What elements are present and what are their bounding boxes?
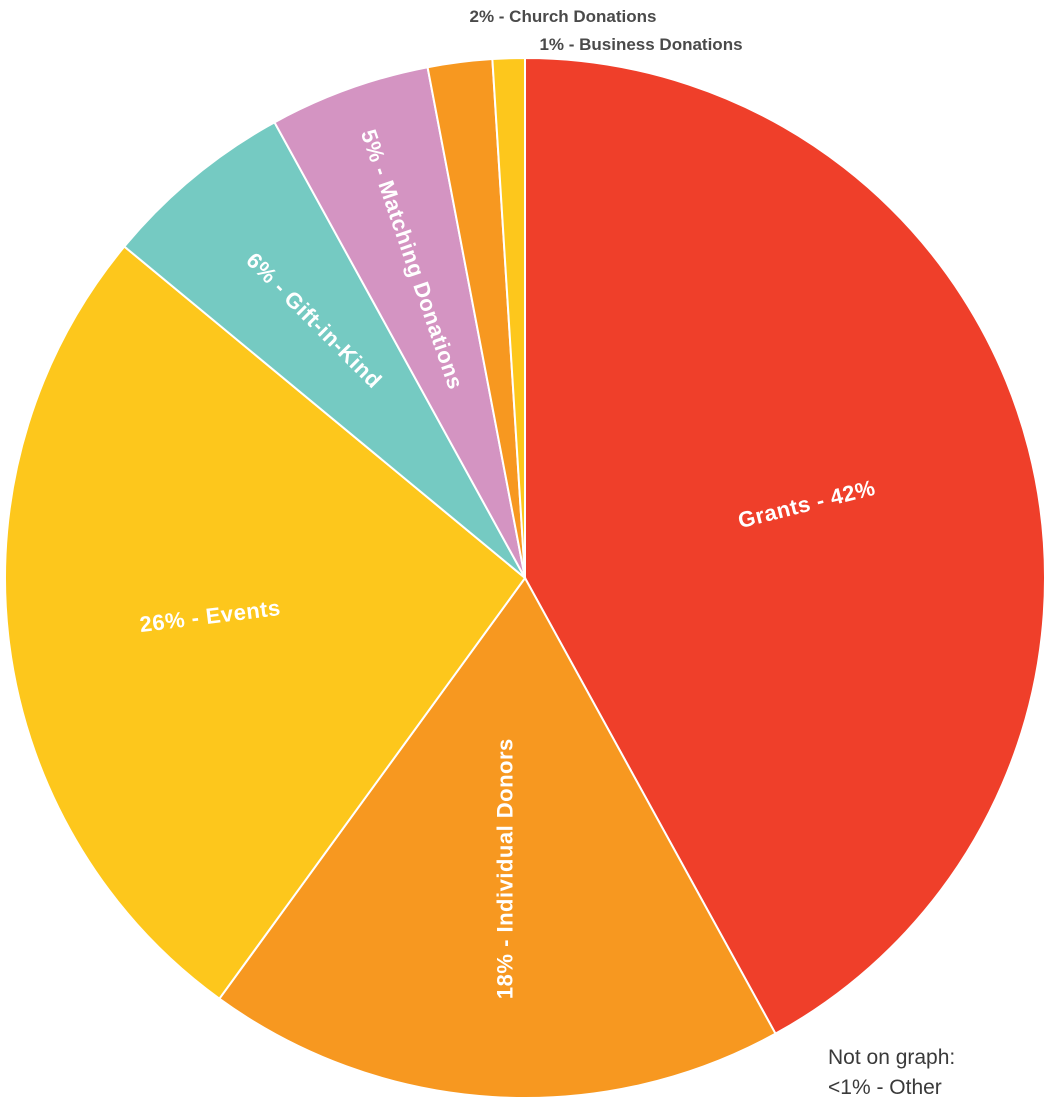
slice-label-2: 18% - Individual Donors <box>493 738 518 999</box>
pie-slice-4 <box>122 120 526 579</box>
pie-slice-1 <box>524 56 1046 1036</box>
slice-label-6: 2% - Church Donations <box>469 7 656 26</box>
pie-slice-5 <box>273 66 526 579</box>
pie-slices <box>4 56 1046 1099</box>
not-on-graph-note: Not on graph: <1% - Other <box>828 1043 955 1103</box>
slice-label-7: 1% - Business Donations <box>539 35 742 54</box>
note-line-1: Not on graph: <box>828 1046 956 1069</box>
pie-slice-2 <box>217 576 777 1099</box>
pie-slice-7 <box>491 56 526 579</box>
note-line-2: <1% - Other <box>828 1076 942 1099</box>
pie-slice-3 <box>4 245 527 1001</box>
